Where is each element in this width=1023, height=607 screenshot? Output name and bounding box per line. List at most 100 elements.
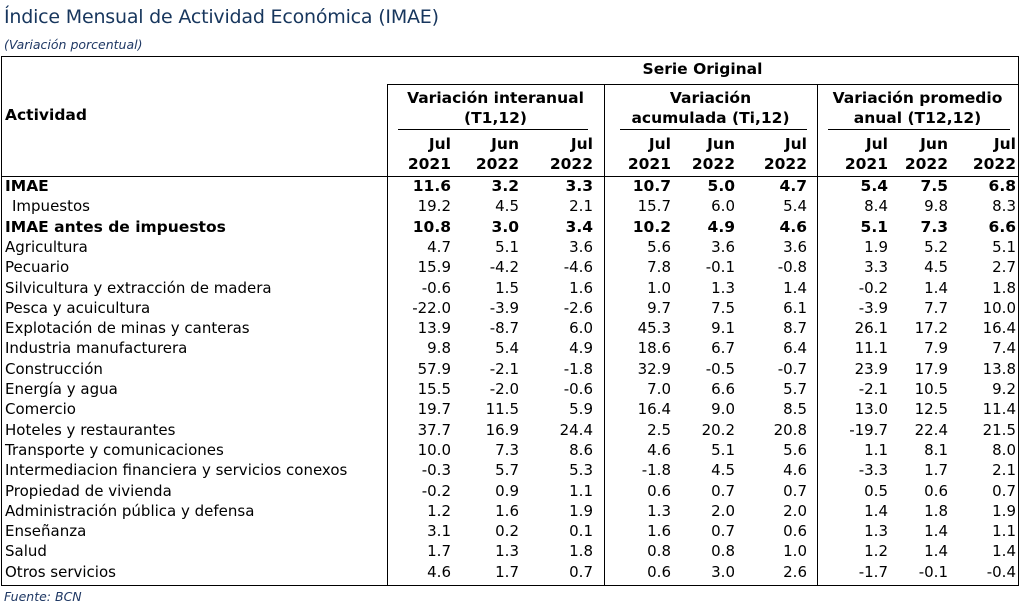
row-label: Industria manufacturera xyxy=(5,339,188,358)
table-cell: 9.8 xyxy=(427,339,451,358)
table-cell: 3.6 xyxy=(569,237,593,256)
table-cell: 2.1 xyxy=(569,197,593,216)
table-cell: 6.0 xyxy=(711,197,735,216)
table-cell: 8.5 xyxy=(783,400,807,419)
period-year-header: 2022 xyxy=(549,155,593,173)
table-cell: -4.6 xyxy=(563,258,593,277)
table-cell: 3.0 xyxy=(491,217,519,236)
table-cell: 12.5 xyxy=(914,400,948,419)
table-cell: 1.1 xyxy=(864,440,888,459)
table-cell: 0.6 xyxy=(783,522,807,541)
table-cell: 13.8 xyxy=(982,359,1016,378)
table-cell: 2.6 xyxy=(783,562,807,581)
table-cell: 11.5 xyxy=(485,400,519,419)
table-cell: 2.0 xyxy=(711,501,735,520)
table-cell: 6.1 xyxy=(783,298,807,317)
table-cell: 5.1 xyxy=(495,237,519,256)
table-title: Índice Mensual de Actividad Económica (I… xyxy=(4,6,439,28)
row-label: Silvicultura y extracción de madera xyxy=(5,278,272,297)
table-cell: 1.5 xyxy=(495,278,519,297)
table-cell: 4.6 xyxy=(779,217,807,236)
table-cell: 57.9 xyxy=(417,359,451,378)
table-cell: 5.0 xyxy=(707,177,735,195)
table-cell: 1.4 xyxy=(924,522,948,541)
table-cell: 5.7 xyxy=(495,461,519,480)
separator-label-col xyxy=(387,84,388,586)
table-cell: 0.9 xyxy=(495,481,519,500)
row-label: Salud xyxy=(5,542,47,561)
table-cell: 4.6 xyxy=(783,461,807,480)
table-cell: 6.0 xyxy=(569,319,593,338)
table-cell: 0.1 xyxy=(569,522,593,541)
table-cell: -0.2 xyxy=(858,278,888,297)
table-cell: 26.1 xyxy=(854,319,888,338)
table-cell: 37.7 xyxy=(417,420,451,439)
period-month-header: Jul xyxy=(784,135,807,153)
table-cell: 4.5 xyxy=(711,461,735,480)
table-cell: 8.4 xyxy=(864,197,888,216)
table-cell: 1.8 xyxy=(992,278,1016,297)
super-group-header: Serie Original xyxy=(642,60,763,78)
table-cell: 4.7 xyxy=(427,237,451,256)
table-cell: 1.1 xyxy=(569,481,593,500)
table-cell: 3.4 xyxy=(565,217,593,236)
period-year-header: 2021 xyxy=(844,155,888,173)
table-cell: -4.2 xyxy=(489,258,519,277)
period-month-header: Jul xyxy=(993,135,1016,153)
table-subtitle: (Variación porcentual) xyxy=(4,37,143,52)
table-cell: 0.7 xyxy=(711,481,735,500)
row-label: Propiedad de vivienda xyxy=(5,481,172,500)
table-cell: -0.5 xyxy=(705,359,735,378)
table-cell: -0.6 xyxy=(421,278,451,297)
table-cell: 5.9 xyxy=(569,400,593,419)
table-cell: 1.6 xyxy=(495,501,519,520)
period-year-header: 2022 xyxy=(691,155,735,173)
table-cell: -2.0 xyxy=(489,380,519,398)
table-cell: 0.7 xyxy=(783,481,807,500)
table-cell: 7.0 xyxy=(647,380,671,398)
table-cell: 9.0 xyxy=(711,400,735,419)
table-cell: 2.7 xyxy=(992,258,1016,277)
row-label: Construcción xyxy=(5,359,103,378)
table-cell: -22.0 xyxy=(412,298,451,317)
table-cell: 9.7 xyxy=(647,298,671,317)
source-note: Fuente: BCN xyxy=(4,589,82,604)
table-cell: 1.6 xyxy=(569,278,593,297)
table-cell: -3.9 xyxy=(858,298,888,317)
table-cell: 1.6 xyxy=(647,522,671,541)
table-cell: 20.2 xyxy=(701,420,735,439)
table-cell: 5.7 xyxy=(783,380,807,398)
separator-group-1 xyxy=(604,84,605,586)
table-cell: 3.6 xyxy=(783,237,807,256)
table-cell: 4.9 xyxy=(569,339,593,358)
table-cell: 24.4 xyxy=(559,420,593,439)
row-label: Explotación de minas y canteras xyxy=(5,319,250,338)
table-cell: 1.8 xyxy=(569,542,593,561)
table-cell: 17.9 xyxy=(914,359,948,378)
table-cell: -2.1 xyxy=(858,380,888,398)
table-cell: -8.7 xyxy=(489,319,519,338)
table-cell: 6.8 xyxy=(988,177,1016,195)
table-cell: 5.4 xyxy=(783,197,807,216)
table-cell: 16.4 xyxy=(982,319,1016,338)
table-cell: 18.6 xyxy=(637,339,671,358)
table-cell: 32.9 xyxy=(637,359,671,378)
table-cell: 1.0 xyxy=(783,542,807,561)
table-cell: 4.6 xyxy=(427,562,451,581)
table-cell: 5.2 xyxy=(924,237,948,256)
table-cell: 4.5 xyxy=(495,197,519,216)
table-cell: -0.1 xyxy=(705,258,735,277)
table-cell: 1.7 xyxy=(427,542,451,561)
table-cell: 10.8 xyxy=(412,217,451,236)
row-label: Enseñanza xyxy=(5,522,87,541)
table-cell: 0.6 xyxy=(924,481,948,500)
table-cell: -0.7 xyxy=(777,359,807,378)
table-cell: 13.9 xyxy=(417,319,451,338)
table-cell: 0.6 xyxy=(647,562,671,581)
table-cell: 22.4 xyxy=(914,420,948,439)
table-cell: 6.6 xyxy=(988,217,1016,236)
table-cell: 0.5 xyxy=(864,481,888,500)
table-cell: 2.5 xyxy=(647,420,671,439)
table-cell: 1.8 xyxy=(924,501,948,520)
table-cell: 1.4 xyxy=(924,278,948,297)
